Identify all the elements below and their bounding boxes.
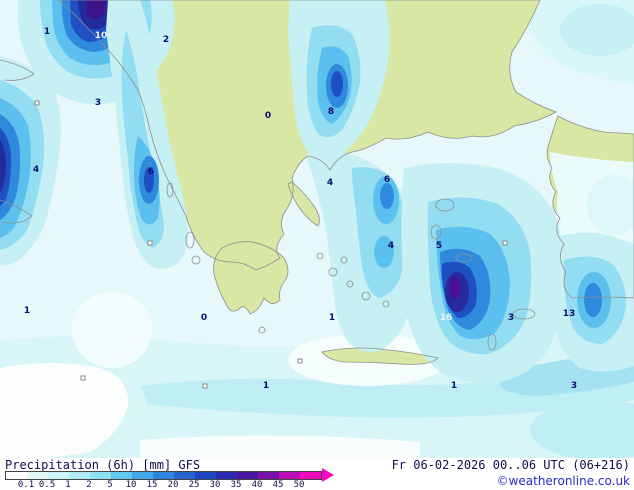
dry-patches: [0, 292, 448, 458]
precip-system-dodecanese: [401, 163, 565, 383]
legend-tick-label: 10: [125, 480, 137, 490]
precip-map: 1 10 2 3 0 8 4 6 4 6 4 5 1 0 1 16 3 13 1 1 3: [0, 0, 634, 458]
legend-color-segment: [111, 472, 132, 479]
legend-color-segment: [258, 472, 279, 479]
precip-map-svg: [0, 0, 634, 458]
legend-color-segment: [279, 472, 300, 479]
precip-system-east: [550, 232, 634, 372]
legend-color-segment: [174, 472, 195, 479]
precip-system-adriatic: [106, 0, 188, 269]
legend-color-segment: [132, 472, 153, 479]
precip-system-bulgaria: [288, 0, 390, 161]
legend-tick-label: 45: [272, 480, 284, 490]
legend-tick-label: 5: [107, 480, 113, 490]
black-sea-precip: [516, 0, 634, 84]
legend-tick-label: 50: [293, 480, 305, 490]
legend-tick-label: 15: [146, 480, 158, 490]
precip-scale-labels: 0.1 0.5 1 2 5 10 15 20 25 30 35 40 45 50: [5, 458, 355, 490]
legend-tick-label: 1: [65, 480, 71, 490]
precip-color-scale: [5, 471, 322, 480]
scale-arrow-icon: [322, 468, 334, 482]
copyright: ©weatheronline.co.uk: [496, 474, 630, 488]
footer-bar: Precipitation (6h) [mm] GFS Fr 06-02-202…: [0, 458, 634, 490]
legend-color-segment: [216, 472, 237, 479]
legend-color-segment: [300, 472, 321, 479]
valid-time: Fr 06-02-2026 00..06 UTC (06+216): [391, 458, 630, 472]
legend-tick-label: 2: [86, 480, 92, 490]
legend-color-segment: [6, 472, 27, 479]
legend-tick-label: 25: [188, 480, 200, 490]
legend-color-segment: [90, 472, 111, 479]
legend-tick-label: 20: [167, 480, 179, 490]
legend-tick-label: 35: [230, 480, 242, 490]
legend-tick-label: 0.5: [38, 480, 56, 490]
legend-color-segment: [27, 472, 48, 479]
legend-tick-label: 30: [209, 480, 221, 490]
legend-color-segment: [153, 472, 174, 479]
legend-tick-label: 40: [251, 480, 263, 490]
legend-tick-label: 0.1: [17, 480, 35, 490]
legend-color-segment: [48, 472, 69, 479]
legend-color-segment: [195, 472, 216, 479]
precip-system-central-aegean: [306, 151, 417, 352]
coastline-layer: [0, 0, 634, 365]
legend-color-segment: [237, 472, 258, 479]
product-title: Precipitation (6h) [mm] GFS: [5, 458, 201, 472]
legend-color-segment: [69, 472, 90, 479]
